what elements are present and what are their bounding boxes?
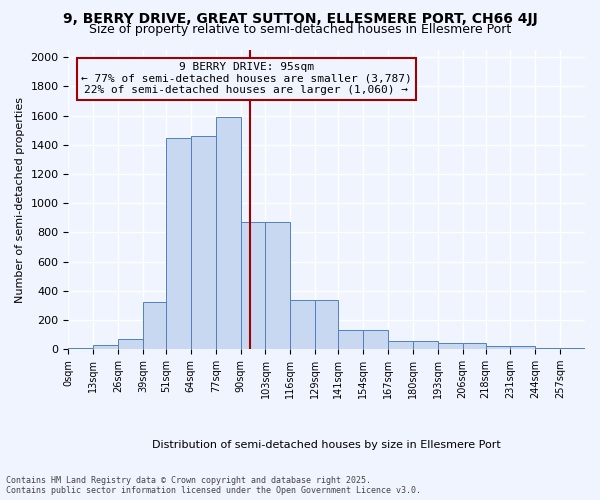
Bar bbox=[166, 138, 191, 349]
Text: 9 BERRY DRIVE: 95sqm
← 77% of semi-detached houses are smaller (3,787)
22% of se: 9 BERRY DRIVE: 95sqm ← 77% of semi-detac… bbox=[81, 62, 412, 95]
Text: 9, BERRY DRIVE, GREAT SUTTON, ELLESMERE PORT, CH66 4JJ: 9, BERRY DRIVE, GREAT SUTTON, ELLESMERE … bbox=[62, 12, 538, 26]
Bar bbox=[485, 346, 511, 349]
Text: Contains HM Land Registry data © Crown copyright and database right 2025.
Contai: Contains HM Land Registry data © Crown c… bbox=[6, 476, 421, 495]
Bar bbox=[413, 341, 437, 349]
Bar bbox=[191, 136, 216, 349]
Bar bbox=[338, 330, 363, 349]
Bar bbox=[118, 339, 143, 349]
Bar bbox=[363, 330, 388, 349]
Bar bbox=[511, 346, 535, 349]
Bar bbox=[388, 341, 413, 349]
X-axis label: Distribution of semi-detached houses by size in Ellesmere Port: Distribution of semi-detached houses by … bbox=[152, 440, 501, 450]
Bar bbox=[315, 300, 338, 349]
Bar bbox=[437, 344, 463, 349]
Bar bbox=[463, 344, 485, 349]
Bar bbox=[290, 300, 315, 349]
Bar bbox=[143, 302, 166, 349]
Bar bbox=[265, 222, 290, 349]
Bar bbox=[535, 348, 560, 349]
Bar bbox=[241, 222, 265, 349]
Bar bbox=[560, 348, 585, 349]
Bar bbox=[216, 117, 241, 349]
Y-axis label: Number of semi-detached properties: Number of semi-detached properties bbox=[15, 96, 25, 302]
Bar bbox=[93, 344, 118, 349]
Bar bbox=[68, 348, 93, 349]
Text: Size of property relative to semi-detached houses in Ellesmere Port: Size of property relative to semi-detach… bbox=[89, 22, 511, 36]
